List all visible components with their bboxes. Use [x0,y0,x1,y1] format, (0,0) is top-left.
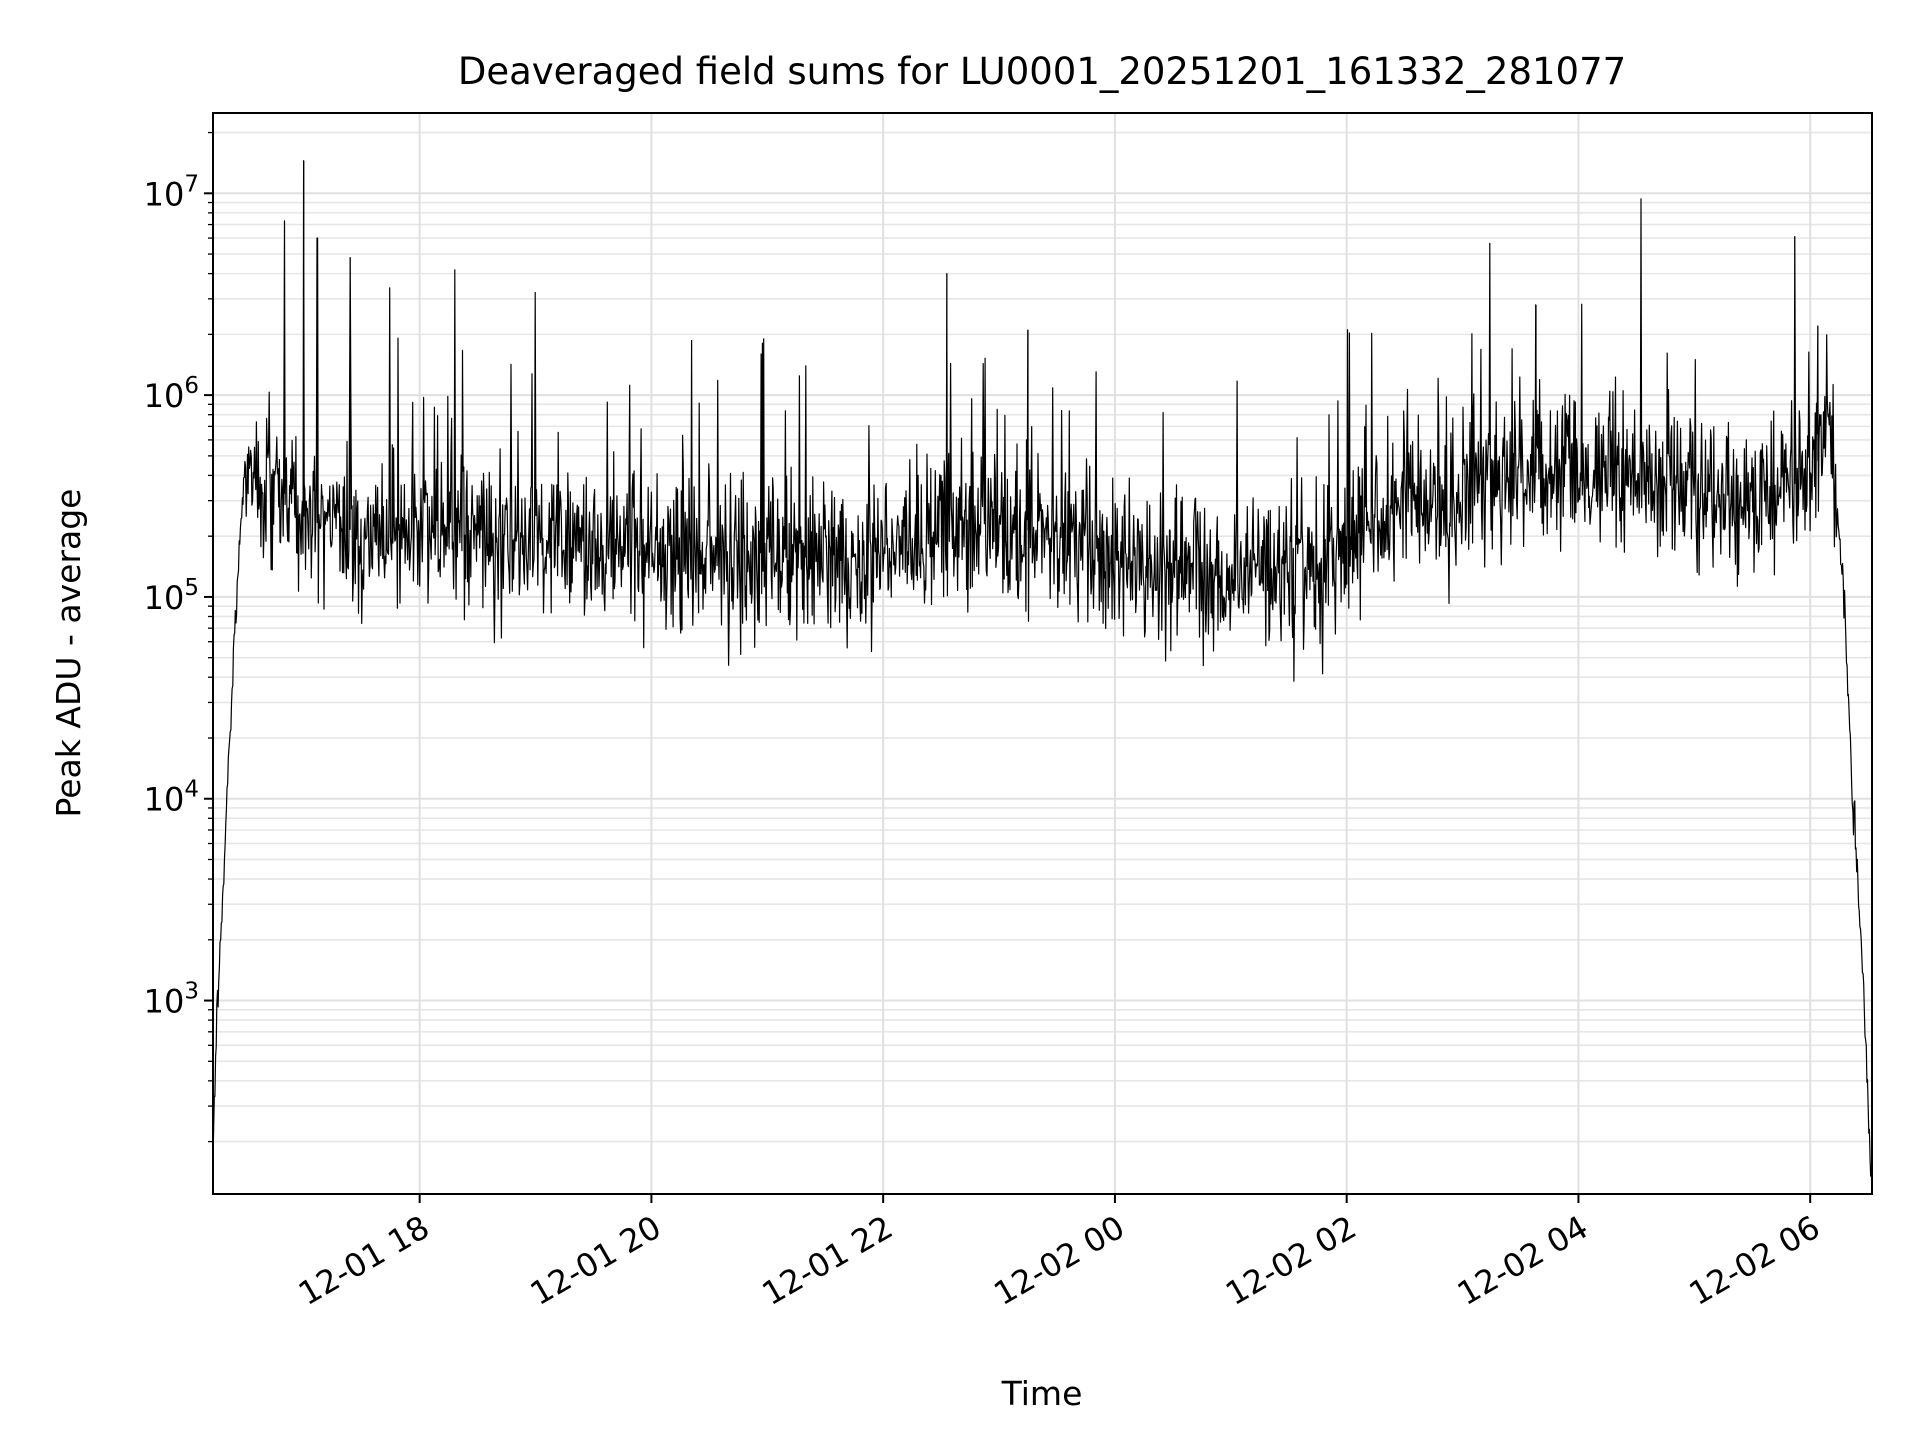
plot-frame [212,112,1873,1195]
y-tick-base: 10 [144,377,185,415]
x-tick-label: 12-02 00 [987,1208,1131,1313]
series-line [212,160,1873,1177]
x-tick-label: 12-01 18 [292,1208,436,1313]
y-tick-label: 107 [144,171,199,213]
y-tick-label: 105 [144,575,199,617]
x-axis-ticks: 12-01 18 12-01 20 12-01 22 12-02 00 12-02 02… [292,1194,1826,1313]
x-tick-label: 12-02 02 [1219,1208,1363,1313]
y-tick-base: 10 [144,983,185,1021]
y-tick-exponent: 4 [184,777,199,803]
y-tick-base: 10 [144,781,185,819]
y-axis-label: Peak ADU - average [49,489,88,818]
x-axis-label: Time [1001,1374,1083,1413]
y-tick-base: 10 [144,579,185,617]
x-tick-label: 12-01 20 [524,1208,668,1313]
y-tick-exponent: 5 [184,575,199,601]
major-gridlines [213,113,1872,1194]
chart-title: Deaveraged field sums for LU0001_2025120… [458,50,1626,93]
x-tick-label: 12-01 22 [756,1208,900,1313]
y-tick-exponent: 7 [184,171,199,197]
y-tick-exponent: 3 [184,979,199,1005]
y-tick-label: 106 [144,373,199,415]
x-tick-label: 12-02 06 [1683,1208,1827,1313]
minor-gridlines [208,131,1872,1143]
y-tick-label: 104 [144,777,199,819]
y-tick-exponent: 6 [184,373,199,399]
x-tick-label: 12-02 04 [1451,1208,1595,1313]
y-tick-label: 103 [144,979,199,1021]
y-tick-base: 10 [144,175,185,213]
